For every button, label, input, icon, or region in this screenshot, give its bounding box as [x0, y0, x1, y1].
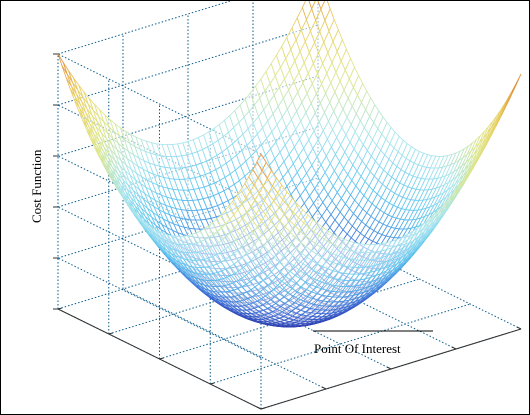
- floor-gridline: [122, 288, 327, 390]
- floor-gridline: [317, 228, 522, 330]
- x-axis-tick: [256, 406, 262, 410]
- y-axis-tick: [108, 332, 113, 335]
- labels: Cost Function Point Of Interest: [29, 149, 433, 356]
- x-axis-tick: [321, 386, 327, 390]
- y-axis-tick: [210, 382, 215, 385]
- left-wall-z-gridline: [57, 257, 262, 359]
- x-axis-tick: [451, 346, 457, 350]
- left-wall-z-gridline: [57, 206, 262, 308]
- y-axis-tick: [260, 407, 266, 410]
- y-axis-tick: [159, 357, 164, 360]
- y-axis-tick: [57, 307, 63, 310]
- point-of-interest-label: Point Of Interest: [314, 341, 401, 356]
- surface-cell: [511, 73, 522, 94]
- x-axis-tick: [386, 366, 392, 370]
- x-axis-tick: [516, 326, 522, 330]
- surface-mesh: [57, 1, 522, 328]
- left-wall-z-gridline: [57, 53, 262, 155]
- z-axis-label: Cost Function: [29, 149, 44, 223]
